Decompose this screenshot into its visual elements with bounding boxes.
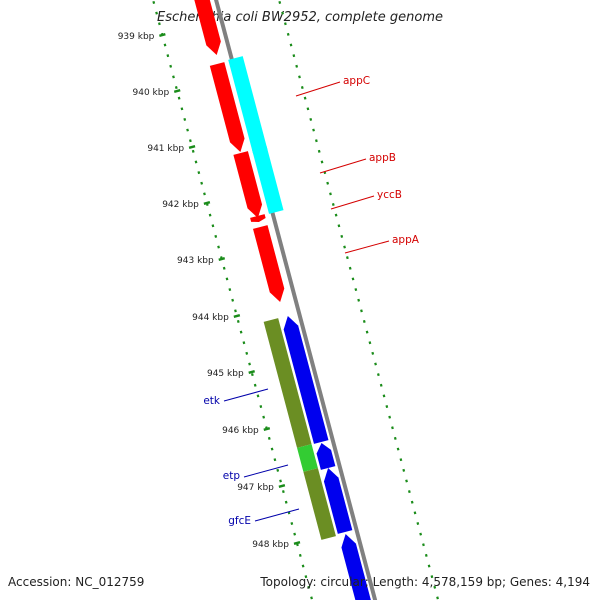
cds-bar-appC: [228, 56, 268, 154]
gene-label-appC: appC: [343, 75, 370, 87]
gene-arrow-partial: [194, 0, 221, 55]
cds-bar-etk: [263, 318, 312, 448]
genome-summary-text: Topology: circular; Length: 4,578,159 bp…: [260, 575, 590, 589]
gene-arrow-gfcE: [323, 468, 353, 534]
tick-mark: [159, 32, 166, 38]
tick-mark: [293, 540, 301, 546]
label-leader-appC: [295, 81, 341, 97]
tick-mark: [188, 144, 196, 150]
tick-mark: [173, 88, 181, 94]
tick-label: 945 kbp: [207, 369, 244, 379]
tick-label: 946 kbp: [222, 426, 259, 436]
cds-bar-gfcE: [303, 468, 336, 540]
tick-mark: [233, 313, 241, 319]
tick-label: 947 kbp: [237, 483, 274, 493]
label-leader-yccB: [330, 195, 375, 210]
gene-arrow-appA: [253, 225, 285, 302]
tick-label: 940 kbp: [133, 88, 170, 98]
gene-arrow-appC: [209, 62, 245, 152]
gene-arrow-partial-bottom: [341, 534, 371, 600]
gene-label-appB: appB: [369, 152, 396, 164]
gene-arrow-etk: [283, 316, 329, 444]
left-dot-line: [151, 0, 314, 600]
label-leader-gfcE: [254, 508, 300, 522]
label-leader-etp: [243, 464, 289, 478]
label-leader-etk: [223, 388, 269, 402]
cds-bar-appB: [252, 146, 284, 214]
tick-label: 944 kbp: [192, 313, 229, 323]
tick-mark: [248, 369, 256, 375]
accession-text: Accession: NC_012759: [8, 575, 145, 589]
tick-mark: [278, 483, 286, 489]
label-leader-appB: [319, 158, 367, 174]
feature-layer: [194, 0, 371, 600]
gene-label-etp: etp: [223, 470, 241, 482]
map-title: Escherichia coli BW2952, complete genome: [157, 10, 443, 25]
gene-label-etk: etk: [203, 395, 221, 407]
tick-mark: [263, 426, 271, 432]
tick-mark: [218, 256, 226, 262]
gene-label-appA: appA: [392, 234, 420, 246]
tick-label: 941 kbp: [147, 144, 184, 154]
tick-mark: [203, 200, 211, 206]
label-leader-appA: [344, 240, 390, 254]
tick-label: 948 kbp: [252, 540, 289, 550]
tick-label: 942 kbp: [162, 200, 199, 210]
tick-dot-lines: [151, 0, 440, 600]
right-dot-line: [277, 0, 440, 600]
tick-label: 939 kbp: [118, 32, 155, 42]
label-layer: 939 kbp 940 kbp 941 kbp 942 kbp 943 kbp 944 k…: [118, 32, 420, 550]
gene-arrow-yccB: [250, 214, 266, 222]
cds-bar-etp: [297, 444, 318, 472]
tick-label: 943 kbp: [177, 256, 214, 266]
gene-label-gfcE: gfcE: [228, 515, 251, 527]
gene-arrow-appB: [233, 151, 263, 218]
gene-arrow-etp: [316, 443, 336, 470]
gene-label-yccB: yccB: [377, 189, 402, 201]
